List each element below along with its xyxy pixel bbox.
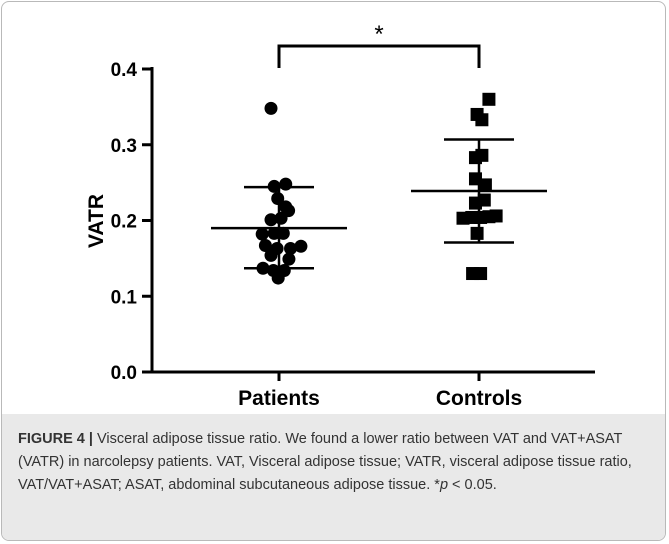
caption-p-symbol: p [439,477,449,493]
significance-star: * [374,21,383,48]
significance-bracket-line [277,44,481,68]
y-tick-label: 0.3 [111,136,137,157]
x-tick-label: Controls [436,387,522,410]
y-tick-label: 0.1 [111,287,138,308]
mean-sd-bars [211,138,547,270]
patients-point [271,192,285,206]
caption-text: FIGURE 4 | Visceral adipose tissue ratio… [18,428,651,497]
data-points [255,92,503,285]
category-labels: Patients Controls [238,372,522,410]
x-tick-label: Patients [238,387,320,410]
y-ticks: 0.0 0.1 0.2 0.3 0.4 [111,60,152,384]
patients-point [264,213,278,227]
patients-point [284,242,298,256]
caption-p-value: < 0.05. [448,477,497,493]
patients-point [264,101,278,115]
controls-point [470,226,484,240]
controls-point [475,113,489,127]
patients-point [282,252,296,266]
controls-point [474,267,488,281]
controls-point [489,209,503,223]
patients-point [271,271,285,285]
controls-point [475,148,489,162]
patients-point [279,177,293,191]
y-tick-label: 0.2 [111,212,137,233]
y-tick-label: 0.4 [111,60,138,81]
axes [150,67,595,374]
patients-point [294,239,308,253]
y-axis-label: VATR [85,194,108,248]
controls-point [478,178,492,192]
patients-point [264,248,278,262]
patients-point [267,226,281,240]
patients-point [255,227,269,241]
caption-label: FIGURE 4 | [18,431,93,447]
y-tick-label: 0.0 [111,363,137,384]
figure-caption: FIGURE 4 | Visceral adipose tissue ratio… [2,414,665,540]
patients-point [274,211,288,225]
significance-bracket: * [277,21,481,68]
controls-point [482,92,496,106]
caption-body: Visceral adipose tissue ratio. We found … [18,431,632,493]
patients-point [258,238,272,252]
scatter-plot: 0.0 0.1 0.2 0.3 0.4 Patients Controls * VATR [85,21,595,410]
controls-point [477,193,491,207]
